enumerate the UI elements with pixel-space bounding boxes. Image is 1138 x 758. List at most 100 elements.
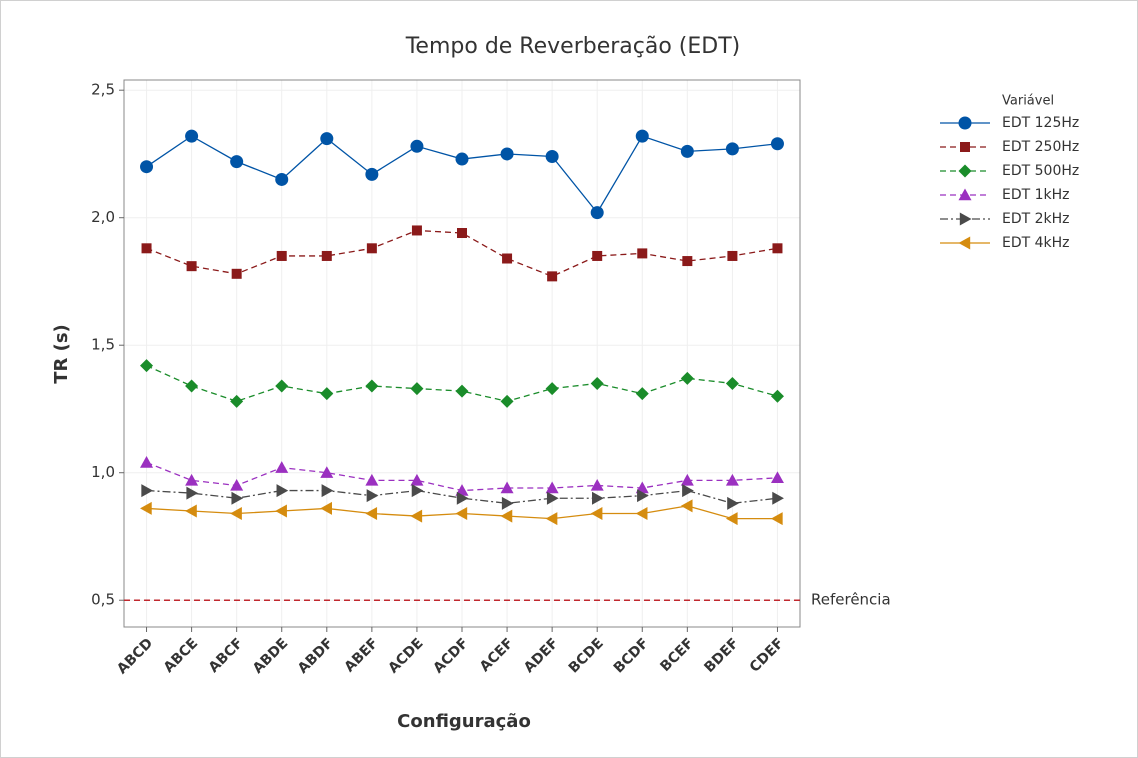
marker [500, 481, 514, 494]
marker [321, 484, 334, 498]
marker [958, 188, 972, 201]
marker [770, 512, 783, 526]
marker [230, 478, 244, 491]
marker [545, 512, 558, 526]
marker [320, 501, 332, 515]
marker [410, 509, 423, 523]
marker [635, 507, 648, 521]
marker [186, 261, 197, 272]
marker [457, 228, 467, 239]
marker [635, 129, 649, 143]
marker [682, 256, 693, 267]
marker [185, 473, 199, 486]
marker [725, 512, 738, 526]
marker [320, 132, 334, 146]
series-line [146, 229, 778, 278]
marker [500, 147, 514, 161]
marker [546, 491, 559, 505]
marker [680, 144, 694, 158]
marker [960, 142, 970, 152]
marker [365, 473, 379, 486]
marker [140, 456, 154, 468]
marker [590, 206, 604, 220]
legend-label: EDT 500Hz [1002, 163, 1079, 179]
marker [959, 212, 972, 226]
marker [770, 471, 784, 484]
marker [590, 478, 604, 491]
x-axis-title: Configuração [397, 711, 531, 732]
marker [958, 116, 972, 130]
marker [411, 225, 422, 236]
marker [231, 491, 244, 505]
reference-label: Referência [811, 591, 891, 609]
legend-label: EDT 4kHz [1002, 235, 1070, 251]
marker [410, 473, 424, 486]
marker [185, 379, 199, 393]
marker [725, 473, 739, 486]
marker [186, 486, 199, 500]
marker [320, 387, 334, 401]
series-line [146, 365, 778, 403]
legend-label: EDT 1kHz [1002, 187, 1070, 203]
y-axis-title: TR (s) [51, 324, 72, 384]
marker [500, 394, 514, 408]
marker [547, 271, 558, 282]
marker [455, 507, 468, 521]
legend-label: EDT 2kHz [1002, 211, 1070, 227]
marker [275, 379, 289, 393]
marker [410, 382, 424, 396]
marker [275, 172, 289, 186]
marker [637, 489, 649, 503]
marker [230, 394, 244, 408]
marker [725, 376, 739, 390]
marker [141, 484, 154, 498]
y-tick-label: 2,5 [91, 81, 115, 99]
marker [727, 250, 738, 261]
marker [545, 481, 559, 494]
series-line [146, 489, 778, 504]
marker [958, 236, 971, 250]
y-tick-label: 2,0 [91, 208, 115, 226]
marker [682, 484, 694, 498]
marker [140, 359, 154, 373]
marker [501, 496, 514, 510]
y-tick-label: 1,0 [91, 463, 115, 481]
marker [410, 139, 424, 153]
marker [275, 504, 287, 518]
marker [725, 142, 739, 156]
marker [366, 489, 379, 503]
marker [770, 389, 784, 403]
marker [590, 507, 603, 521]
marker [276, 250, 287, 261]
marker [456, 491, 469, 505]
marker [185, 129, 199, 143]
marker [366, 243, 377, 254]
marker [635, 387, 649, 401]
marker [141, 243, 152, 254]
marker [592, 491, 604, 505]
marker [230, 507, 242, 521]
legend-label: EDT 250Hz [1002, 139, 1079, 155]
marker [185, 504, 197, 518]
marker [230, 155, 244, 169]
marker [500, 509, 513, 523]
marker [275, 461, 289, 473]
marker [545, 150, 559, 164]
legend-title: Variável [1002, 94, 1054, 109]
marker [680, 473, 694, 486]
marker [590, 376, 604, 390]
marker [365, 379, 379, 393]
marker [320, 466, 334, 478]
marker [502, 253, 513, 264]
marker [411, 484, 424, 498]
marker [545, 382, 559, 396]
marker [365, 167, 379, 181]
marker [365, 507, 378, 521]
marker [727, 496, 739, 510]
legend-label: EDT 125Hz [1002, 115, 1079, 131]
marker [140, 501, 152, 515]
marker [455, 384, 469, 398]
marker [592, 250, 603, 261]
